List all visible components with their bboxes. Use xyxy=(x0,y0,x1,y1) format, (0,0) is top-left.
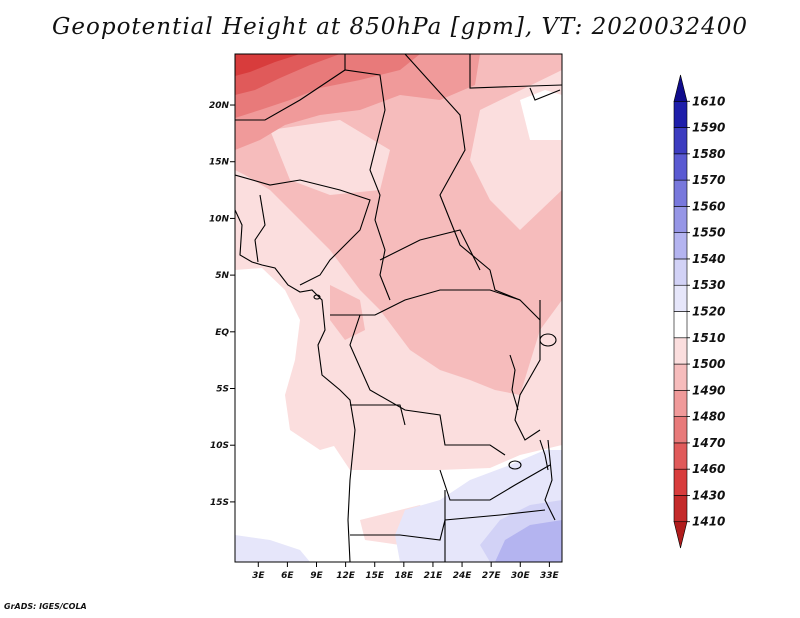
x-tick-label: 27E xyxy=(482,571,502,581)
colorbar-swatch xyxy=(673,206,688,233)
island-bioko xyxy=(313,294,321,300)
field-white-east xyxy=(520,90,562,140)
border-zambia xyxy=(439,464,551,501)
colorbar-label: 1500 xyxy=(692,357,725,371)
lake-kariba xyxy=(508,460,522,470)
field-1500-ocean xyxy=(285,395,355,450)
y-tick-label: 10N xyxy=(209,214,230,224)
lake-victoria xyxy=(539,333,557,347)
colorbar-label: 1520 xyxy=(692,305,725,319)
colorbar-label: 1470 xyxy=(692,436,725,450)
y-tick-label: 20N xyxy=(209,101,230,111)
colorbar-swatch xyxy=(673,100,688,128)
border-chad-sudan xyxy=(404,54,521,301)
colorbar-swatch xyxy=(673,495,688,523)
colorbar-label: 1510 xyxy=(692,331,725,345)
border-namibia xyxy=(350,509,546,541)
border-guinea xyxy=(254,194,266,263)
colorbar-label: 1610 xyxy=(692,94,725,108)
height-field xyxy=(235,54,562,562)
colorbar-label: 1560 xyxy=(692,199,725,213)
y-tick-label: 10S xyxy=(210,441,229,451)
colorbar-swatch xyxy=(673,153,688,181)
colorbar-label: 1580 xyxy=(692,147,725,161)
colorbar-swatch xyxy=(673,442,688,470)
colorbar-swatch xyxy=(673,179,688,207)
y-axis: 20N 15N 10N 5N EQ 5S 10S 15S xyxy=(209,101,235,508)
colorbar-label: 1430 xyxy=(692,488,725,502)
border-angola xyxy=(350,404,406,426)
y-tick-label: EQ xyxy=(215,328,229,338)
colorbar-swatch xyxy=(673,74,688,102)
field-1500-north xyxy=(270,120,390,195)
colorbar-label: 1480 xyxy=(692,410,725,424)
colorbar-swatch xyxy=(673,390,688,417)
y-tick-label: 15S xyxy=(210,498,229,508)
map-frame xyxy=(234,53,563,563)
coastline-west xyxy=(235,209,356,562)
colorbar-label: 1570 xyxy=(692,173,725,187)
colorbar-label: 1540 xyxy=(692,252,725,266)
x-tick-label: 21E xyxy=(424,571,444,581)
x-tick-label: 6E xyxy=(281,571,294,581)
colorbar-swatch xyxy=(673,127,688,155)
border-north-central xyxy=(235,69,391,301)
x-tick-label: 30E xyxy=(511,571,531,581)
colorbar-swatch xyxy=(673,311,688,339)
x-axis: 3E 6E 9E 12E 15E 18E 21E 24E 27E 30E 33E xyxy=(252,562,560,581)
colorbar-swatch xyxy=(673,284,688,312)
colorbar-swatch xyxy=(673,416,688,444)
colorbar-label: 1410 xyxy=(692,515,725,529)
colorbar-label: 1530 xyxy=(692,278,725,292)
x-tick-label: 18E xyxy=(394,571,414,581)
colorbar-label: 1460 xyxy=(692,462,725,476)
field-1540-1550 xyxy=(495,520,562,562)
borders xyxy=(235,54,562,562)
colorbar-label: 1550 xyxy=(692,226,725,240)
border-congo-north xyxy=(330,289,541,321)
field-1430-1460 xyxy=(235,54,300,76)
x-tick-label: 33E xyxy=(540,571,560,581)
border-nile xyxy=(529,87,561,101)
map-title: Geopotential Height at 850hPa [gpm], VT:… xyxy=(52,14,748,40)
lake-tanganyika xyxy=(509,354,519,411)
colorbar-swatch xyxy=(673,337,688,365)
colorbar-swatch xyxy=(673,363,688,391)
x-tick-label: 15E xyxy=(365,571,385,581)
colorbar: 1410 1430 1460 1470 1480 1490 1500 1510 1520 1530… xyxy=(673,74,725,549)
x-tick-label: 12E xyxy=(336,571,356,581)
colorbar-label: 1590 xyxy=(692,121,725,135)
border-car xyxy=(379,229,481,271)
border-west-africa xyxy=(235,174,371,286)
border-egypt xyxy=(469,54,562,89)
x-tick-label: 3E xyxy=(252,571,265,581)
colorbar-swatch xyxy=(673,468,688,496)
y-tick-label: 15N xyxy=(209,158,230,168)
lake-malawi xyxy=(539,439,549,471)
grads-credit: GrADS: IGES/COLA xyxy=(4,602,87,611)
border-mozambique xyxy=(544,439,556,521)
colorbar-label: 1490 xyxy=(692,383,725,397)
y-tick-label: 5S xyxy=(216,385,229,395)
colorbar-swatch xyxy=(673,258,688,286)
y-tick-label: 5N xyxy=(215,271,229,281)
x-tick-label: 9E xyxy=(310,571,323,581)
border-drc-south xyxy=(349,314,506,456)
x-tick-label: 24E xyxy=(453,571,473,581)
colorbar-swatch xyxy=(673,521,688,549)
colorbar-swatch xyxy=(673,232,688,260)
field-1520-1530-west xyxy=(235,535,310,562)
